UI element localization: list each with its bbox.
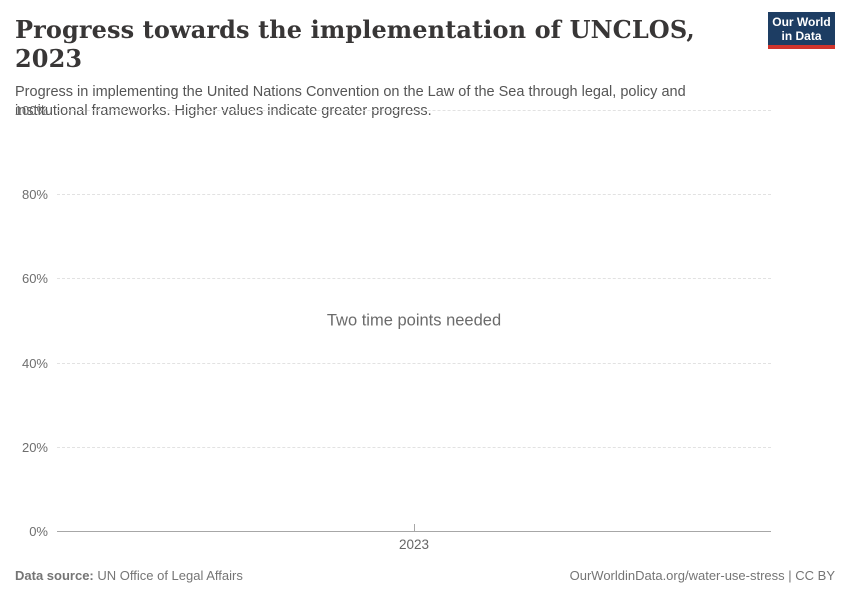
- gridline: [57, 110, 771, 111]
- data-source-label: Data source:: [15, 568, 94, 583]
- gridline: [57, 278, 771, 280]
- owid-logo-line2: in Data: [781, 29, 822, 43]
- y-axis-tick-label: 20%: [21, 439, 48, 455]
- plot-area: Two time points needed 0% 20% 40% 60% 80% 100…: [0, 104, 850, 552]
- x-axis-tick-label: 2023: [398, 537, 430, 552]
- x-axis-line: [57, 531, 771, 532]
- chart-footer: Data source: UN Office of Legal Affairs …: [15, 568, 835, 583]
- attribution-link[interactable]: OurWorldinData.org/water-use-stress | CC…: [569, 568, 835, 583]
- chart-header: Progress towards the implementation of U…: [15, 12, 835, 121]
- gridline: [57, 194, 771, 196]
- y-axis-tick-label: 80%: [21, 187, 48, 203]
- gridline: [57, 362, 771, 364]
- data-source: Data source: UN Office of Legal Affairs: [15, 568, 243, 583]
- x-axis-tick-mark: [414, 524, 415, 531]
- y-axis-tick-label: 60%: [21, 271, 48, 287]
- y-axis-tick-label: 100%: [14, 103, 48, 118]
- y-axis-tick-label: 0%: [29, 524, 48, 539]
- y-axis-tick-label: 40%: [21, 355, 48, 371]
- gridline: [57, 446, 771, 448]
- page-title: Progress towards the implementation of U…: [15, 15, 695, 73]
- empty-chart-message: Two time points needed: [326, 311, 502, 329]
- owid-logo: Our World in Data: [768, 12, 835, 49]
- data-source-value: UN Office of Legal Affairs: [97, 568, 243, 583]
- owid-logo-line1: Our World: [772, 15, 831, 29]
